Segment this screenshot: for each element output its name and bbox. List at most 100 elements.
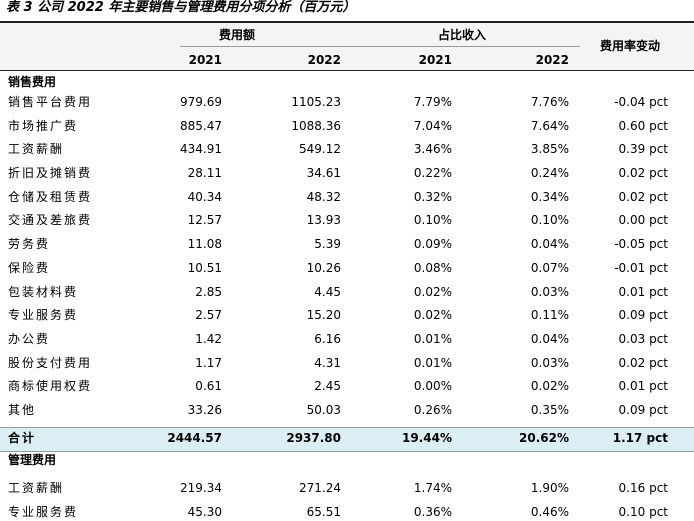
section-title: 销售费用 — [8, 75, 57, 89]
cell: 20.62% — [519, 431, 569, 445]
cell: 50.03 — [306, 403, 341, 417]
cell: 3.85% — [530, 142, 569, 156]
cell: 7.79% — [413, 95, 452, 109]
cell: 3.46% — [413, 142, 452, 156]
cell: 0.00% — [413, 379, 452, 393]
cell: 7.04% — [413, 119, 452, 133]
cell: 5.39 — [314, 237, 341, 251]
cell: 2444.57 — [167, 431, 222, 445]
row-label: 专业服务费 — [8, 505, 79, 519]
cell: -0.04 pct — [614, 95, 668, 109]
cell: 12.57 — [187, 213, 222, 227]
cell: 45.30 — [187, 505, 222, 519]
cell: 0.10% — [413, 213, 452, 227]
cell: 0.32% — [413, 190, 452, 204]
cell: 0.04% — [530, 332, 569, 346]
cell: 1.42 — [195, 332, 222, 346]
cell: 6.16 — [314, 332, 341, 346]
cell: 0.60 pct — [618, 119, 668, 133]
cell: 11.08 — [187, 237, 222, 251]
cell: 271.24 — [299, 481, 341, 495]
section-title: 管理费用 — [8, 453, 57, 467]
cell: 0.02 pct — [618, 166, 668, 180]
cell: 1105.23 — [291, 95, 341, 109]
row-label: 工资薪酬 — [8, 142, 65, 156]
cell: 0.02 pct — [618, 190, 668, 204]
row-label: 商标使用权费 — [8, 379, 93, 393]
cell: 10.26 — [306, 261, 341, 275]
cell: 0.03% — [530, 285, 569, 299]
cell: 15.20 — [306, 308, 341, 322]
cell: 0.39 pct — [618, 142, 668, 156]
cell: 0.61 — [195, 379, 222, 393]
cell: 2.45 — [314, 379, 341, 393]
cell: 0.35% — [530, 403, 569, 417]
total-bg — [0, 427, 694, 452]
cell: -0.05 pct — [614, 237, 668, 251]
cell: 0.01% — [413, 356, 452, 370]
cell: 0.00 pct — [618, 213, 668, 227]
cell: 0.34% — [530, 190, 569, 204]
row-label: 折旧及摊销费 — [8, 166, 93, 180]
row-label: 合计 — [8, 431, 37, 445]
rule — [0, 21, 694, 23]
cell: 0.24% — [530, 166, 569, 180]
cell: 34.61 — [306, 166, 341, 180]
cell: 219.34 — [180, 481, 222, 495]
row-label: 市场推广费 — [8, 119, 79, 133]
year-header: 2021 — [418, 53, 452, 67]
cell: 0.02 pct — [618, 356, 668, 370]
row-label: 交通及差旅费 — [8, 213, 93, 227]
cell: 979.69 — [180, 95, 222, 109]
cell: 2.85 — [195, 285, 222, 299]
row-label: 包装材料费 — [8, 285, 79, 299]
cell: 65.51 — [306, 505, 341, 519]
cell: 19.44% — [402, 431, 452, 445]
cell: 0.03 pct — [618, 332, 668, 346]
cell: 1.74% — [413, 481, 452, 495]
cell: 0.02% — [530, 379, 569, 393]
cell: 0.03% — [530, 356, 569, 370]
cell: 1088.36 — [291, 119, 341, 133]
row-label: 销售平台费用 — [8, 95, 93, 109]
row-label: 其他 — [8, 403, 37, 417]
cell: 0.36% — [413, 505, 452, 519]
cell: -0.01 pct — [614, 261, 668, 275]
row-label: 劳务费 — [8, 237, 51, 251]
cell: 434.91 — [180, 142, 222, 156]
cell: 2937.80 — [286, 431, 341, 445]
cell: 48.32 — [306, 190, 341, 204]
cell: 0.09% — [413, 237, 452, 251]
group-header: 费用率变动 — [599, 39, 660, 53]
cell: 0.01 pct — [618, 379, 668, 393]
cell: 0.26% — [413, 403, 452, 417]
cell: 13.93 — [306, 213, 341, 227]
cell: 0.07% — [530, 261, 569, 275]
header-bg — [0, 21, 694, 70]
row-label: 保险费 — [8, 261, 51, 275]
cell: 0.10% — [530, 213, 569, 227]
row-label: 工资薪酬 — [8, 481, 65, 495]
cell: 0.02% — [413, 285, 452, 299]
cell: 0.08% — [413, 261, 452, 275]
group-header: 占比收入 — [437, 28, 486, 42]
cell: 0.02% — [413, 308, 452, 322]
cell: 0.01% — [413, 332, 452, 346]
group-header: 费用额 — [218, 28, 255, 42]
cell: 0.09 pct — [618, 403, 668, 417]
cell: 4.45 — [314, 285, 341, 299]
cell: 33.26 — [187, 403, 222, 417]
cell: 2.57 — [195, 308, 222, 322]
cell: 0.01 pct — [618, 285, 668, 299]
rule — [180, 46, 580, 47]
year-header: 2021 — [188, 53, 222, 67]
cell: 10.51 — [187, 261, 222, 275]
row-label: 股份支付费用 — [8, 356, 93, 370]
cell: 1.17 pct — [612, 431, 668, 445]
row-label: 办公费 — [8, 332, 51, 346]
table-title: 表 3 公司 2022 年主要销售与管理费用分项分析（百万元） — [6, 0, 356, 15]
cell: 1.90% — [530, 481, 569, 495]
rule — [0, 70, 694, 71]
cell: 0.46% — [530, 505, 569, 519]
